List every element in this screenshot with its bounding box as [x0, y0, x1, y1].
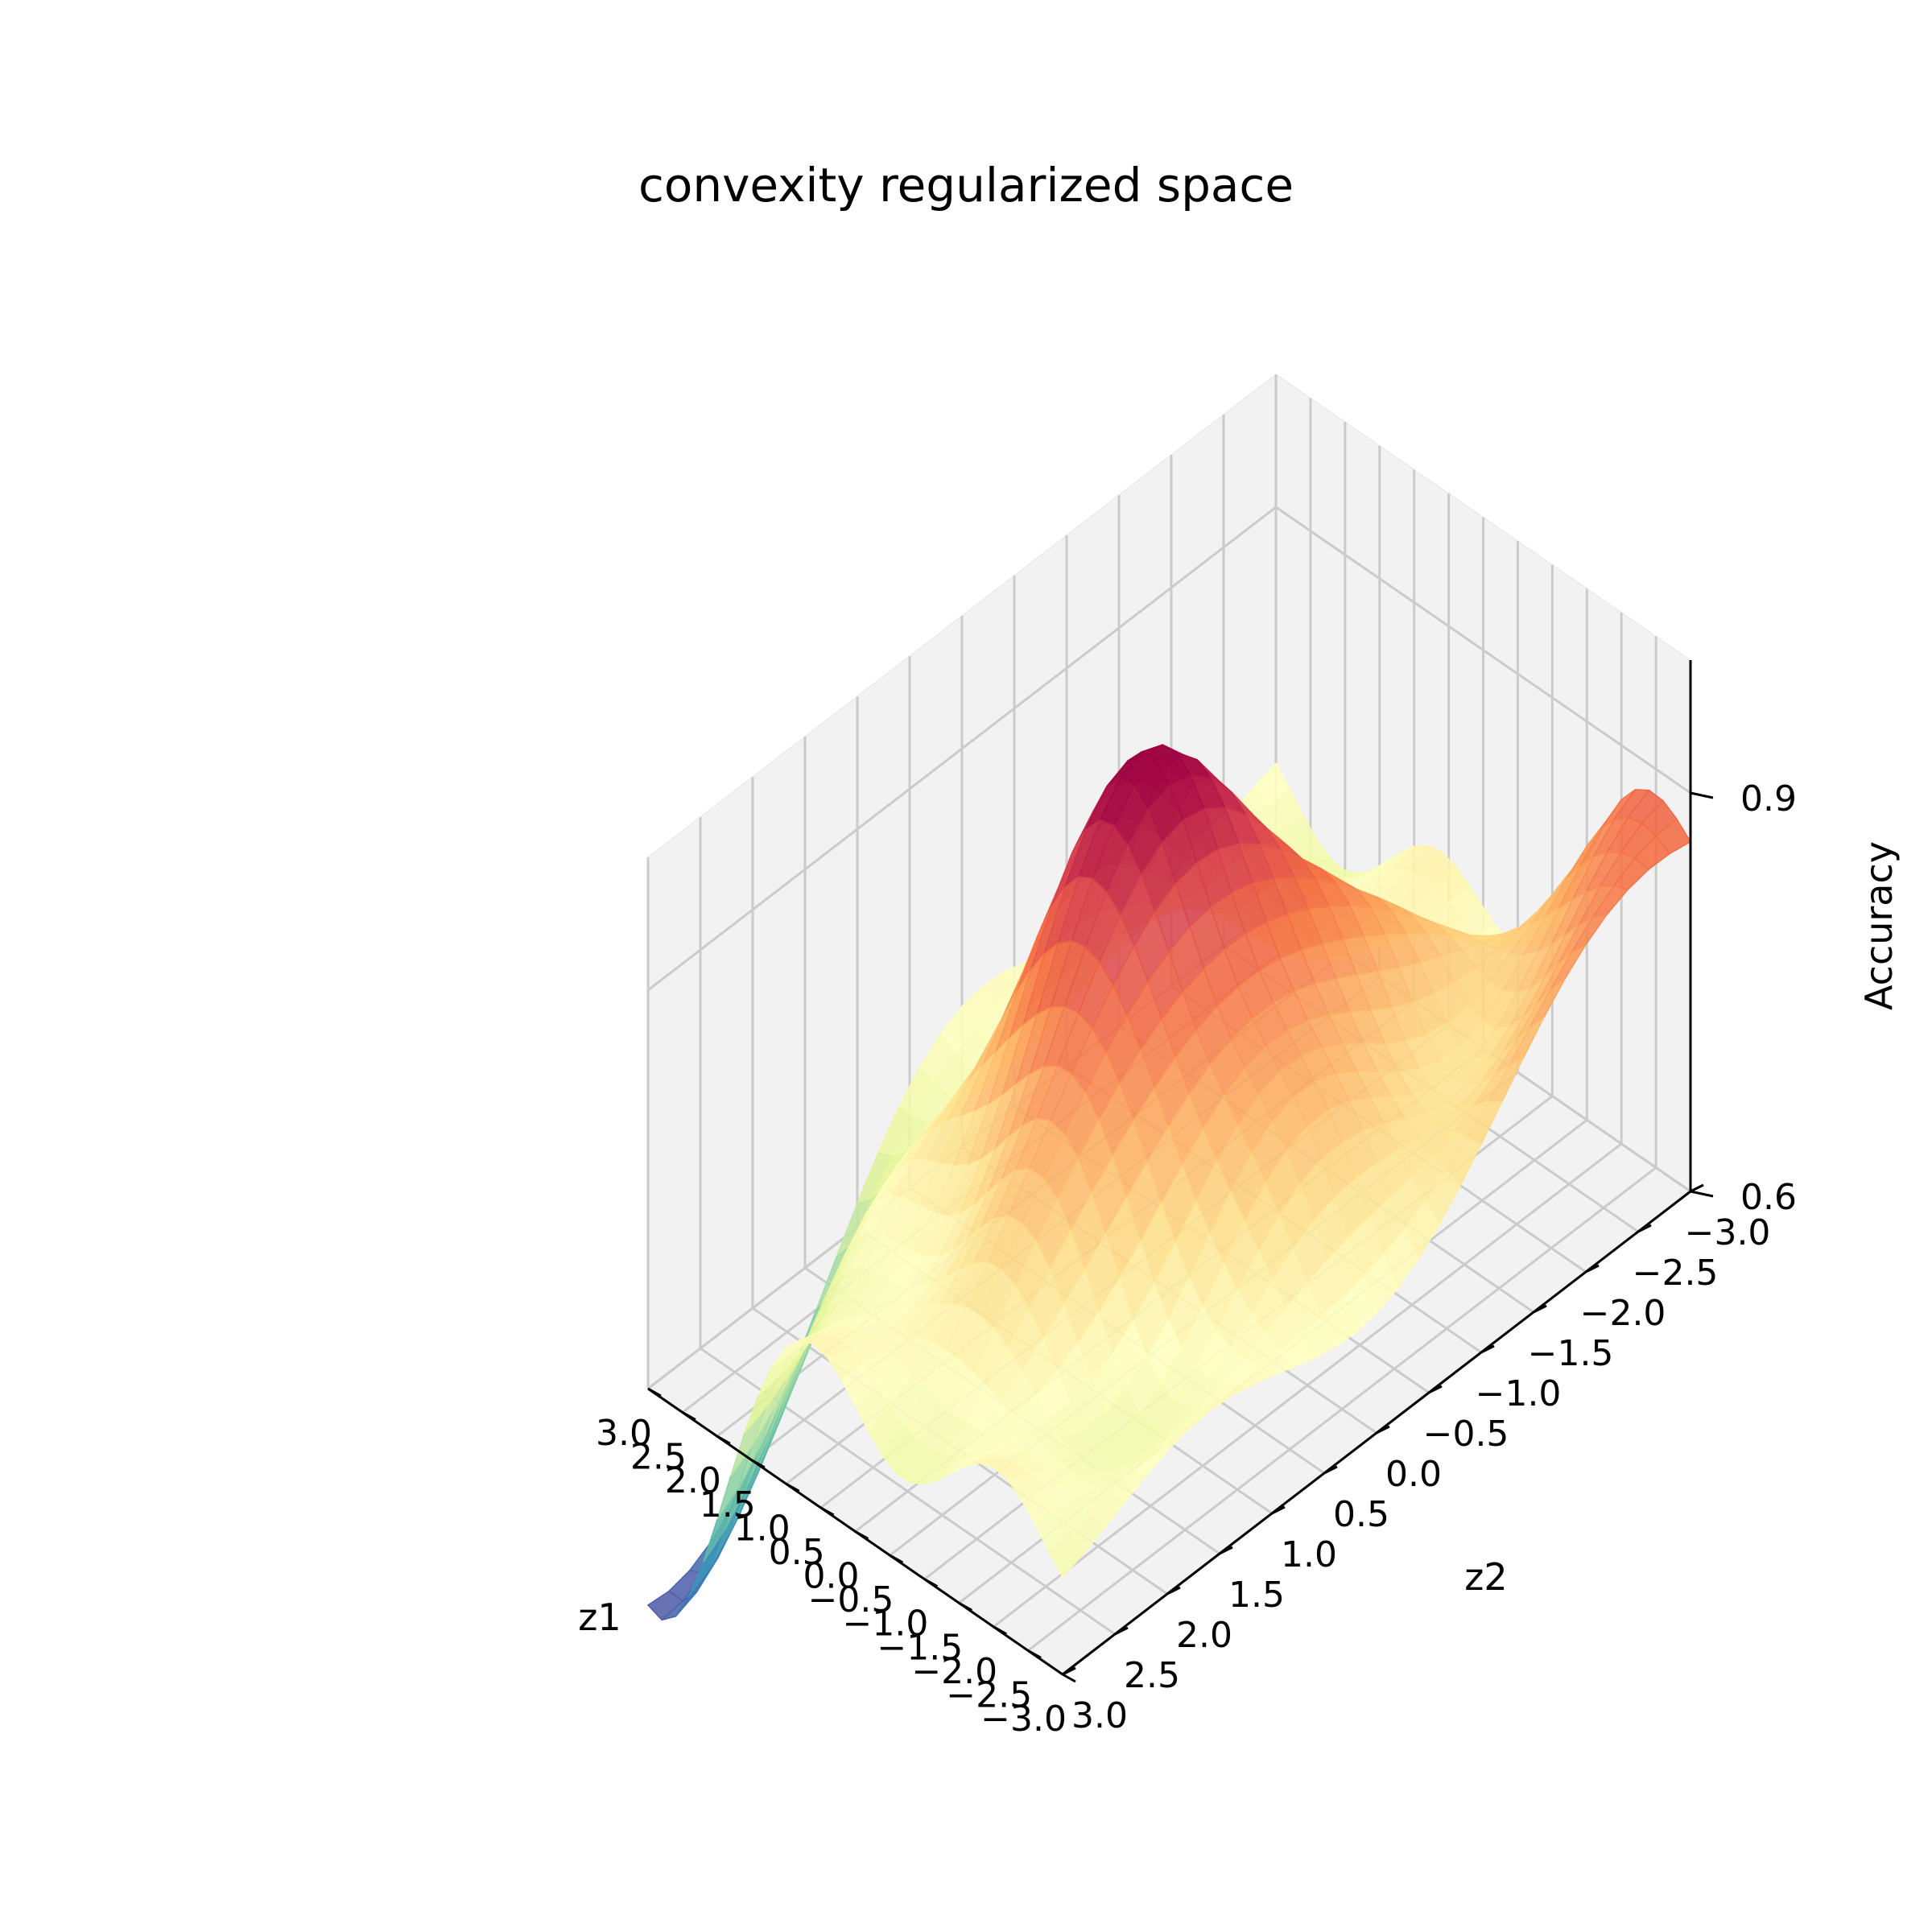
z2-tick-mark	[1219, 1546, 1233, 1555]
z1-tick-mark	[682, 1411, 696, 1421]
z1-tick-label: 0.0	[803, 1556, 860, 1597]
z2-tick-label: −0.5	[1423, 1414, 1509, 1455]
accuracy-tick-mark	[1690, 791, 1714, 799]
z2-tick-label: 2.0	[1176, 1615, 1232, 1656]
z1-tick-mark	[716, 1435, 731, 1445]
accuracy-tick-mark	[1690, 1190, 1714, 1198]
z1-tick-label: 0.5	[769, 1532, 825, 1573]
z1-tick-label: −1.0	[842, 1604, 928, 1645]
x-axis-label: z1	[578, 1596, 621, 1639]
z2-tick-mark	[1428, 1385, 1443, 1394]
z2-tick-mark	[1637, 1224, 1652, 1233]
z2-tick-mark	[1166, 1586, 1181, 1596]
z1-tick-mark	[1027, 1649, 1042, 1659]
z2-tick-mark	[1114, 1626, 1129, 1636]
z1-tick-mark	[923, 1578, 939, 1587]
accuracy-tick-label: 0.9	[1740, 778, 1797, 819]
z2-tick-label: 2.5	[1124, 1655, 1180, 1696]
accuracy-tick-label: 0.6	[1740, 1177, 1797, 1218]
z2-tick-label: 3.0	[1071, 1695, 1128, 1736]
z2-tick-mark	[1323, 1465, 1338, 1475]
z1-tick-mark	[854, 1530, 869, 1540]
z1-tick-label: 2.0	[665, 1460, 721, 1501]
z2-tick-label: 0.0	[1385, 1454, 1442, 1495]
chart-title: convexity regularized space	[638, 158, 1294, 213]
z2-tick-mark	[1585, 1264, 1600, 1274]
z1-tick-label: 1.0	[734, 1508, 791, 1549]
z2-tick-label: −2.0	[1580, 1293, 1666, 1334]
wall-gridline-acc	[1275, 506, 1691, 795]
z1-tick-label: −3.0	[980, 1699, 1067, 1740]
axis-ticks: −3.0−2.5−2.0−1.5−1.0−0.50.00.51.01.52.02…	[596, 778, 1797, 1740]
z1-tick-label: 3.0	[596, 1413, 652, 1454]
z2-tick-label: −1.0	[1476, 1373, 1562, 1414]
z2-tick-label: 1.0	[1281, 1534, 1337, 1575]
z1-tick-label: −2.0	[911, 1651, 997, 1692]
z2-tick-mark	[1480, 1344, 1495, 1354]
z1-tick-mark	[993, 1625, 1007, 1636]
z1-tick-mark	[958, 1601, 972, 1612]
wall-gridline-acc	[647, 506, 1277, 992]
surface-plot	[646, 744, 1692, 1621]
z2-tick-mark	[1533, 1304, 1547, 1314]
z2-tick-label: 0.5	[1333, 1494, 1389, 1535]
z1-tick-mark	[647, 1387, 662, 1397]
z2-tick-mark	[1062, 1666, 1076, 1676]
z1-tick-label: 2.5	[630, 1437, 687, 1478]
y-axis-label: z2	[1464, 1555, 1507, 1599]
surface-patch	[1047, 1531, 1084, 1579]
z2-tick-mark	[1690, 1183, 1704, 1193]
z1-tick-label: −0.5	[808, 1579, 894, 1620]
z1-tick-mark	[819, 1506, 835, 1517]
z1-tick-mark	[751, 1459, 766, 1469]
z2-tick-label: −3.0	[1685, 1212, 1771, 1253]
z1-tick-label: 1.5	[700, 1484, 756, 1525]
z2-tick-label: −2.5	[1633, 1253, 1719, 1294]
z2-tick-mark	[1271, 1505, 1286, 1515]
z1-tick-mark	[1062, 1673, 1076, 1683]
z1-tick-mark	[785, 1483, 800, 1492]
z2-tick-label: −1.5	[1528, 1333, 1614, 1374]
z1-tick-mark	[889, 1554, 904, 1564]
z2-tick-label: 1.5	[1228, 1575, 1285, 1616]
z1-tick-label: −1.5	[877, 1627, 963, 1668]
z2-tick-mark	[1376, 1425, 1390, 1435]
z1-tick-label: −2.5	[946, 1674, 1032, 1715]
z-axis-label: Accuracy	[1857, 841, 1901, 1010]
